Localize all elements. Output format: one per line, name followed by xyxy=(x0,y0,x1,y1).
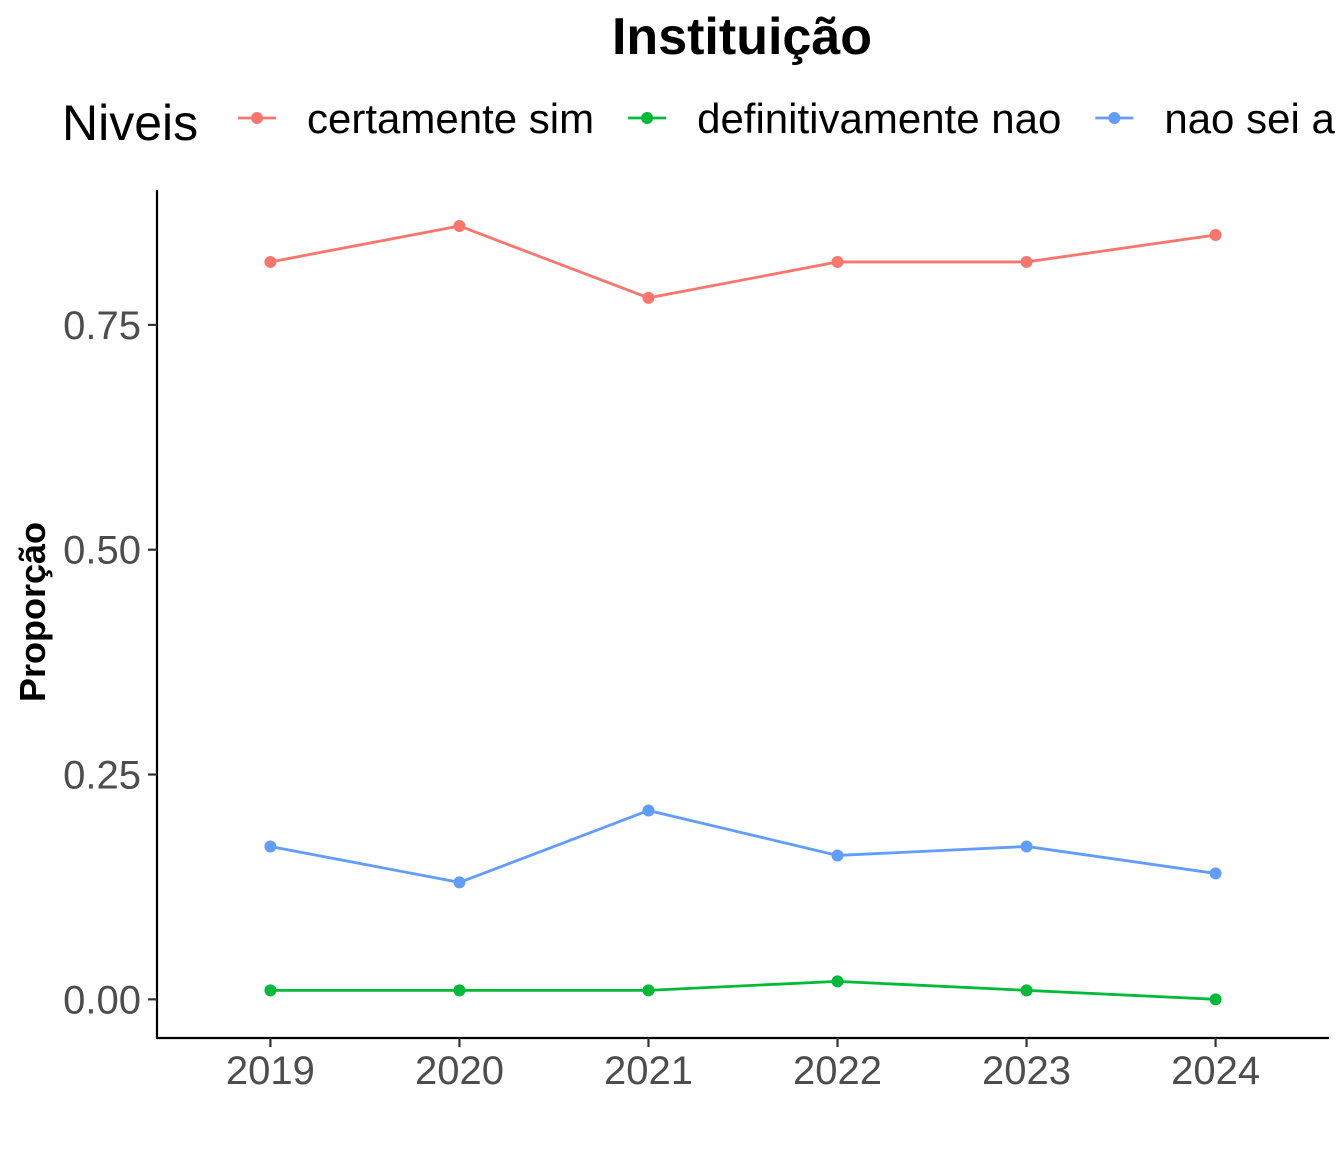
data-point-nao-sei-a-2019 xyxy=(264,840,277,853)
data-point-nao-sei-a-2024 xyxy=(1209,867,1222,880)
x-axis-ticks: 2019 2020 2021 2022 2023 2024 xyxy=(226,1038,1260,1093)
legend-key-point xyxy=(1108,112,1121,124)
y-tick-label: 0.00 xyxy=(63,978,141,1022)
y-axis-ticks: 0.00 0.25 0.50 0.75 xyxy=(63,304,157,1022)
data-point-certamente-sim-2023 xyxy=(1020,255,1033,268)
data-point-definitivamente-nao-2022 xyxy=(831,975,844,988)
data-point-nao-sei-a-2023 xyxy=(1020,840,1033,853)
x-tick-label: 2020 xyxy=(415,1049,504,1093)
chart-title: Instituição xyxy=(612,8,872,66)
series-nao-sei-a xyxy=(264,804,1222,889)
data-point-definitivamente-nao-2024 xyxy=(1209,993,1222,1006)
y-tick-label: 0.25 xyxy=(63,754,141,798)
y-tick-label: 0.50 xyxy=(63,529,141,573)
data-point-definitivamente-nao-2023 xyxy=(1020,984,1033,997)
x-tick-label: 2023 xyxy=(982,1049,1071,1093)
series-line-nao-sei-a xyxy=(270,809,1216,884)
legend-label: definitivamente nao xyxy=(697,95,1061,142)
y-axis-label: Proporção xyxy=(12,522,53,702)
series-line-certamente-sim xyxy=(270,224,1216,300)
legend-key-point xyxy=(251,112,263,124)
data-point-nao-sei-a-2020 xyxy=(453,876,466,889)
data-point-certamente-sim-2021 xyxy=(642,291,655,304)
data-point-certamente-sim-2019 xyxy=(264,255,277,268)
legend: certamente sim definitivamente nao nao sei… xyxy=(238,95,1335,142)
data-point-certamente-sim-2022 xyxy=(831,255,844,268)
series-definitivamente-nao xyxy=(264,975,1222,1006)
legend-label: certamente sim xyxy=(307,95,594,142)
x-tick-label: 2022 xyxy=(793,1049,882,1093)
data-point-definitivamente-nao-2019 xyxy=(264,984,277,997)
legend-item-definitivamente-nao: definitivamente nao xyxy=(628,95,1061,142)
data-point-certamente-sim-2024 xyxy=(1209,228,1222,241)
legend-item-nao-sei-a: nao sei a xyxy=(1095,95,1335,142)
legend-title: Niveis xyxy=(62,95,198,151)
legend-key-point xyxy=(641,112,654,124)
y-tick-label: 0.75 xyxy=(63,304,141,348)
plot-series xyxy=(264,219,1222,1006)
x-tick-label: 2019 xyxy=(226,1049,315,1093)
series-certamente-sim xyxy=(264,219,1222,304)
data-point-certamente-sim-2020 xyxy=(453,219,466,232)
axes xyxy=(155,190,1329,1040)
data-point-nao-sei-a-2021 xyxy=(642,804,655,817)
legend-label: nao sei a xyxy=(1164,95,1335,142)
series-line-definitivamente-nao xyxy=(270,979,1216,1001)
data-point-nao-sei-a-2022 xyxy=(831,849,844,862)
data-point-definitivamente-nao-2020 xyxy=(453,984,466,997)
x-tick-label: 2021 xyxy=(604,1049,693,1093)
data-point-definitivamente-nao-2021 xyxy=(642,984,655,997)
legend-item-certamente-sim: certamente sim xyxy=(238,95,594,142)
x-tick-label: 2024 xyxy=(1171,1049,1260,1093)
